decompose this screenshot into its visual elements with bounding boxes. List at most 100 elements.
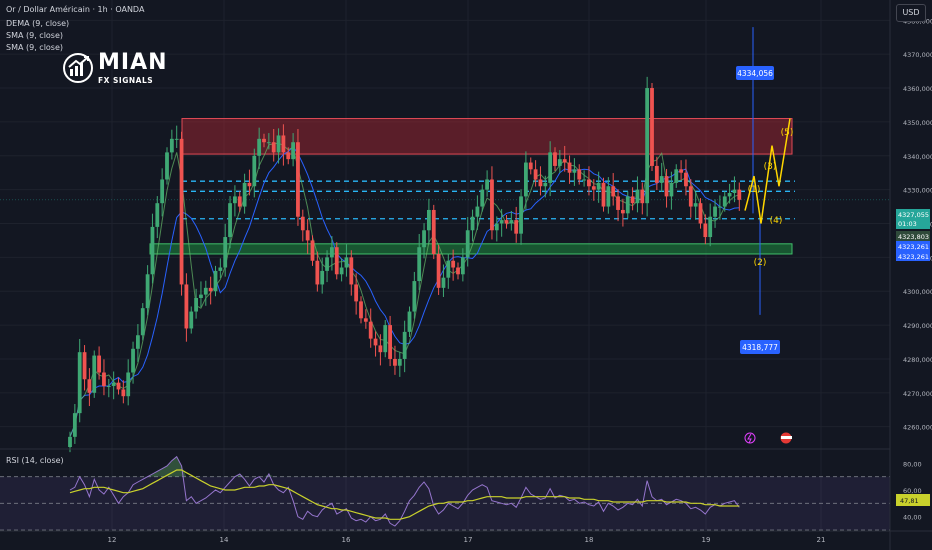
rsi-tick-label: 80,00 bbox=[903, 460, 922, 468]
candle-body bbox=[645, 88, 650, 204]
candle-body bbox=[203, 287, 208, 295]
candle-body bbox=[145, 274, 150, 309]
rsi-label[interactable]: RSI (14, close) bbox=[6, 456, 64, 465]
candle-body bbox=[286, 152, 291, 160]
candle-body bbox=[557, 159, 562, 166]
candle-body bbox=[339, 267, 344, 275]
candle-body bbox=[504, 220, 509, 224]
candle-body bbox=[460, 257, 465, 275]
candle-body bbox=[131, 348, 135, 373]
price-tick-label: 4290,000 bbox=[903, 322, 932, 330]
wave-label: (5) bbox=[781, 128, 794, 138]
candle-body bbox=[199, 294, 203, 298]
candle-body bbox=[732, 189, 737, 194]
candle-body bbox=[174, 138, 179, 140]
candle-body bbox=[126, 372, 131, 397]
candle-body bbox=[572, 169, 577, 173]
candle-body bbox=[106, 386, 111, 388]
candle-body bbox=[635, 189, 640, 204]
candle-body bbox=[373, 338, 378, 346]
elliott-wave-path bbox=[744, 118, 791, 224]
candle-body bbox=[383, 325, 388, 353]
candle-body bbox=[708, 216, 713, 238]
rsi-line bbox=[69, 455, 740, 527]
time-tick-label: 18 bbox=[585, 536, 594, 544]
rsi-value-label: 47,81 bbox=[900, 497, 919, 505]
wave-label: (3) bbox=[764, 162, 777, 172]
candle-body bbox=[223, 237, 228, 268]
candle-body bbox=[611, 186, 616, 197]
candle-body bbox=[276, 135, 281, 153]
currency-button[interactable]: USD bbox=[896, 4, 926, 22]
candle-body bbox=[494, 223, 499, 231]
candle-body bbox=[397, 358, 402, 366]
indicator-sma-label-1[interactable]: SMA (9, close) bbox=[6, 31, 64, 40]
candle-body bbox=[305, 230, 310, 241]
candle-body bbox=[718, 206, 722, 208]
candle-body bbox=[189, 311, 194, 329]
candle-body bbox=[475, 206, 480, 217]
time-tick-label: 19 bbox=[702, 536, 711, 544]
candle-body bbox=[310, 240, 315, 261]
candle-body bbox=[247, 182, 252, 187]
candle-body bbox=[698, 203, 703, 224]
price-tick-label: 4350,000 bbox=[903, 119, 932, 127]
candle-body bbox=[150, 226, 155, 275]
price-label-high-text: 4334,056 bbox=[737, 69, 773, 78]
candle-body bbox=[693, 203, 698, 207]
current-price-label: 4327,055 bbox=[898, 211, 929, 219]
candle-body bbox=[257, 138, 262, 156]
candle-body bbox=[97, 355, 101, 373]
candle-body bbox=[378, 345, 383, 353]
candle-body bbox=[155, 203, 160, 227]
rsi-value-box bbox=[896, 494, 930, 506]
candle-body bbox=[548, 152, 553, 183]
candle-body bbox=[431, 209, 436, 254]
candle-body bbox=[266, 142, 271, 144]
candle-body bbox=[533, 169, 538, 180]
candle-body bbox=[727, 193, 732, 197]
candle-body bbox=[480, 189, 485, 207]
dema-price-box bbox=[896, 231, 930, 241]
candle-body bbox=[140, 308, 145, 336]
indicator-sma-label-2[interactable]: SMA (9, close) bbox=[6, 43, 64, 52]
candle-body bbox=[543, 182, 548, 187]
time-tick-label: 12 bbox=[108, 536, 117, 544]
time-tick-label: 14 bbox=[220, 536, 229, 544]
current-price-box bbox=[896, 209, 930, 229]
candle-body bbox=[587, 179, 591, 187]
sma-price-label-2: 4323,261 bbox=[898, 253, 929, 261]
price-tick-label: 4280,000 bbox=[903, 356, 932, 364]
rsi-ma-line bbox=[69, 469, 740, 520]
lightning-icon-glyph bbox=[747, 433, 752, 444]
sma-price-box-1 bbox=[896, 241, 930, 251]
rsi-tick-label: 60,00 bbox=[903, 487, 922, 495]
candle-body bbox=[451, 260, 456, 268]
candle-body bbox=[519, 196, 523, 234]
candle-body bbox=[194, 298, 198, 312]
candle-body bbox=[116, 382, 121, 390]
candle-body bbox=[252, 155, 257, 187]
candle-body bbox=[625, 196, 630, 214]
indicator-dema-label[interactable]: DEMA (9, close) bbox=[6, 19, 70, 28]
candle-body bbox=[315, 260, 320, 285]
candle-body bbox=[121, 389, 126, 397]
candle-body bbox=[92, 355, 97, 393]
candle-body bbox=[160, 179, 165, 204]
candle-body bbox=[524, 162, 528, 197]
candle-body bbox=[679, 169, 683, 173]
candle-body bbox=[528, 162, 533, 170]
price-tick-label: 4270,000 bbox=[903, 390, 932, 398]
candle-body bbox=[359, 301, 363, 319]
candle-body bbox=[233, 196, 237, 204]
candle-body bbox=[436, 253, 441, 288]
price-tick-label: 4330,000 bbox=[903, 187, 932, 195]
candle-body bbox=[368, 321, 373, 339]
candle-body bbox=[514, 220, 519, 234]
candle-body bbox=[441, 277, 446, 288]
candle-body bbox=[601, 182, 606, 207]
candle-body bbox=[553, 152, 557, 166]
